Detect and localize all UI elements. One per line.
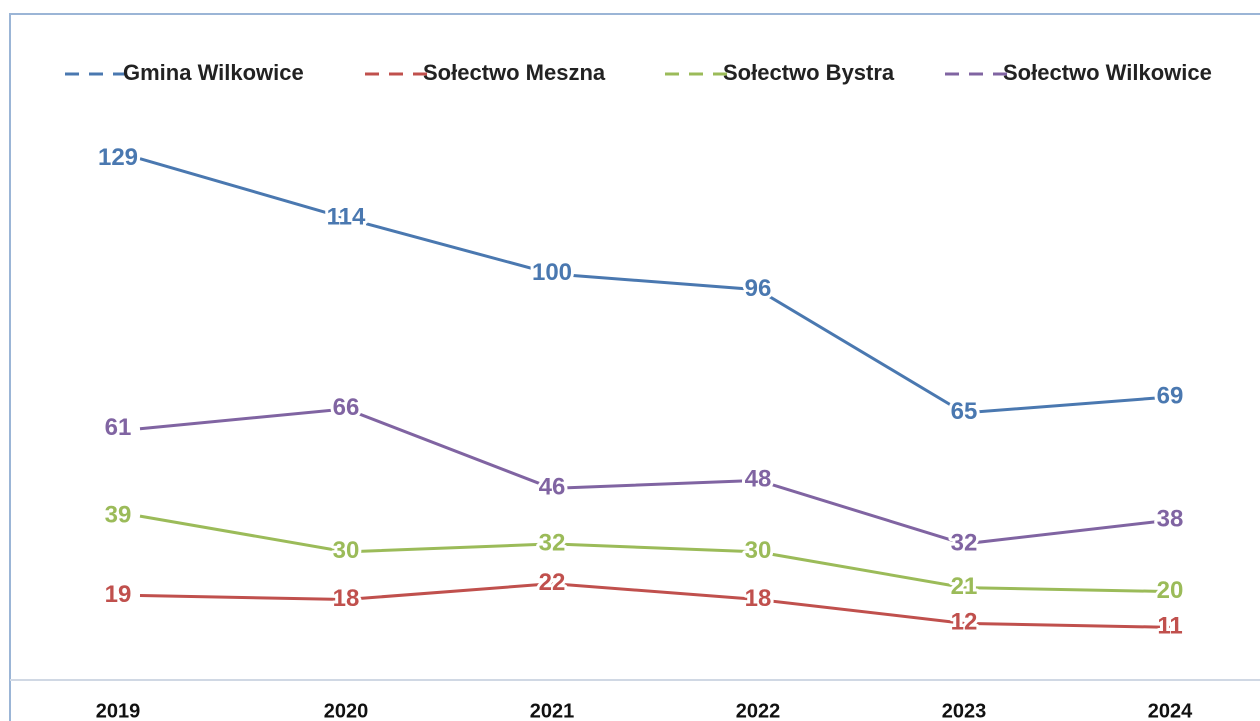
data-label: 30 <box>333 537 360 564</box>
data-label: 48 <box>745 466 772 493</box>
data-label: 12 <box>951 609 978 636</box>
data-label: 39 <box>105 501 132 528</box>
x-tick-label: 2022 <box>736 700 781 721</box>
data-label: 19 <box>105 581 132 608</box>
data-label: 114 <box>327 204 366 231</box>
data-label: 38 <box>1157 505 1184 532</box>
data-label: 61 <box>105 414 132 441</box>
x-tick-label: 2024 <box>1148 700 1193 721</box>
data-label: 46 <box>539 474 566 501</box>
x-tick-label: 2021 <box>530 700 575 721</box>
x-tick-label: 2020 <box>324 700 369 721</box>
series-line <box>139 407 1171 546</box>
data-label: 66 <box>333 394 360 421</box>
chart-frame <box>9 13 1260 721</box>
data-label: 18 <box>745 585 772 612</box>
legend-label: Sołectwo Bystra <box>723 60 895 85</box>
x-tick-label: 2023 <box>942 700 987 721</box>
data-label: 20 <box>1157 577 1184 604</box>
data-label: 30 <box>745 537 772 564</box>
data-label: 11 <box>1157 613 1182 640</box>
data-label: 32 <box>951 529 978 556</box>
series-line <box>139 157 1171 415</box>
data-label: 100 <box>532 259 572 286</box>
data-label: 18 <box>333 585 360 612</box>
series-line <box>139 514 1171 594</box>
data-label: 129 <box>98 144 138 171</box>
x-tick-label: 2019 <box>96 700 141 721</box>
data-label: 32 <box>539 529 566 556</box>
legend-label: Gmina Wilkowice <box>123 60 304 85</box>
legend-label: Sołectwo Wilkowice <box>1003 60 1212 85</box>
data-label: 21 <box>951 573 978 600</box>
data-label: 96 <box>745 275 772 302</box>
data-label: 65 <box>951 398 978 425</box>
data-label: 22 <box>539 569 566 596</box>
legend-label: Sołectwo Meszna <box>423 60 606 85</box>
data-label: 69 <box>1157 382 1184 409</box>
series-line <box>139 582 1171 629</box>
